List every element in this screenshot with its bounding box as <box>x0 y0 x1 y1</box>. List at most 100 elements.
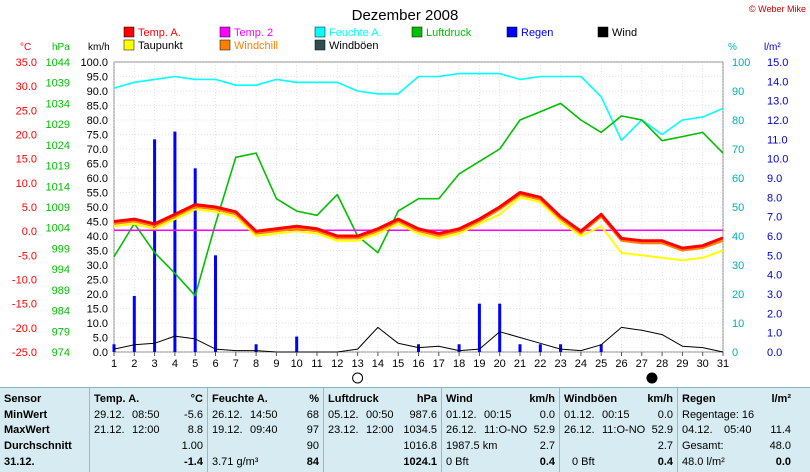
wind-tick-label: 80.0 <box>87 115 108 127</box>
wind-tick-label: 10.0 <box>87 318 108 330</box>
rain-tick-label: 6.0 <box>767 231 782 243</box>
rain-bar <box>173 131 177 352</box>
rain-bar <box>193 168 197 352</box>
hum-max-time: 09:40 <box>250 424 278 436</box>
rain-bar <box>477 303 481 352</box>
rain-tick-label: 14.0 <box>767 76 788 88</box>
rain-tick-label: 9.0 <box>767 173 782 185</box>
rain-tick-label: 11.0 <box>767 134 788 146</box>
humidity-axis-label: % <box>728 42 737 53</box>
pressure-tick-label: 974 <box>52 347 70 359</box>
rain-bar <box>457 344 461 352</box>
temp-tick-label: 35.0 <box>16 57 37 69</box>
x-tick-label: 28 <box>656 358 668 370</box>
x-tick-label: 24 <box>575 358 587 370</box>
row-label-avg: Durchschnitt <box>4 440 72 452</box>
press-min-val: 987.6 <box>409 409 437 421</box>
press-max-date: 23.12. <box>328 424 359 436</box>
row-label-max: MaxWert <box>4 424 50 436</box>
temp-tick-label: -10.0 <box>12 275 37 287</box>
wind-header: Wind <box>446 393 473 405</box>
pressure-axis-label: hPa <box>52 42 70 53</box>
wind-tick-label: 45.0 <box>87 217 108 229</box>
x-tick-label: 14 <box>372 358 384 370</box>
wind-max-time: 11:O-NO <box>484 424 528 436</box>
wind-tick-label: 55.0 <box>87 188 108 200</box>
hum-min-time: 14:50 <box>250 409 278 421</box>
temp-current: -1.4 <box>184 456 203 468</box>
wind-tick-label: 85.0 <box>87 101 108 113</box>
press-header: Luftdruck <box>328 393 379 405</box>
pressure-tick-label: 994 <box>52 264 70 276</box>
humidity-tick-label: 10 <box>732 318 744 330</box>
rain-current-total: 48.0 l/m² <box>682 456 725 468</box>
legend-swatch <box>411 26 423 38</box>
rain-header: Regen <box>682 393 716 405</box>
temp-min-val: -5.6 <box>184 409 203 421</box>
legend-swatch <box>123 39 135 51</box>
legend-swatch <box>314 26 326 38</box>
wind-tick-label: 95.0 <box>87 72 108 84</box>
chart-title: Dezember 2008 <box>352 7 459 24</box>
rain-bar <box>295 336 299 352</box>
wind-tick-label: 75.0 <box>87 130 108 142</box>
humidity-tick-label: 50 <box>732 202 744 214</box>
rain-bar <box>132 295 136 352</box>
x-tick-label: 2 <box>131 358 137 370</box>
press-min-time: 00:50 <box>366 409 394 421</box>
wind-tick-label: 0.0 <box>93 347 108 359</box>
gust-max-time: 11:O-NO <box>602 424 646 436</box>
windchill-line <box>113 193 724 252</box>
rain-bar <box>417 344 420 352</box>
temp-tick-label: 25.0 <box>16 105 37 117</box>
gust-unit: km/h <box>647 393 673 405</box>
wind-tick-label: 35.0 <box>87 246 108 258</box>
x-tick-label: 18 <box>453 358 465 370</box>
legend-label: Luftdruck <box>426 27 472 39</box>
rain-days: Regentage: 16 <box>682 409 755 421</box>
rain-tick-label: 13.0 <box>767 96 788 108</box>
pressure-tick-label: 1004 <box>46 223 70 235</box>
wind-axis-label: km/h <box>88 42 110 53</box>
x-tick-label: 4 <box>172 358 178 370</box>
stats-pressure-col: Luftdruck hPa 05.12. 00:50 987.6 23.12. 12:0… <box>323 388 441 472</box>
rain-bar <box>254 344 258 352</box>
legend: Temp. A. Temp. 2 Feuchte A. Luftdruck Regen W… <box>123 26 637 52</box>
rain-bar <box>112 344 116 352</box>
luftdruck-line <box>113 102 724 297</box>
legend-label: Wind <box>612 27 637 39</box>
temp-avg: 1.00 <box>181 440 203 452</box>
wind-tick-label: 100.0 <box>80 57 108 69</box>
x-tick-label: 5 <box>192 358 198 370</box>
hum-max-val: 97 <box>306 424 319 436</box>
rain-current: 0.0 <box>775 456 791 468</box>
rain-bar <box>518 344 522 352</box>
rain-bar <box>599 344 603 352</box>
x-tick-label: 27 <box>636 358 648 370</box>
wind-min-time: 00:15 <box>484 409 512 421</box>
x-tick-label: 6 <box>212 358 218 370</box>
pressure-tick-label: 989 <box>52 285 70 297</box>
x-tick-label: 11 <box>311 358 322 370</box>
wind-tick-label: 70.0 <box>87 144 108 156</box>
temp-tick-label: -15.0 <box>12 299 37 311</box>
press-max-time: 12:00 <box>366 424 394 436</box>
humidity-tick-label: 0 <box>732 347 738 359</box>
humidity-tick-label: 70 <box>732 144 744 156</box>
pressure-tick-label: 1024 <box>46 140 70 152</box>
x-tick-label: 15 <box>392 358 404 370</box>
rain-tick-label: 2.0 <box>767 308 782 320</box>
temp-tick-label: 30.0 <box>16 81 37 93</box>
x-tick-label: 1 <box>111 358 117 370</box>
humidity-tick-label: 60 <box>732 173 744 185</box>
row-label-min: MinWert <box>4 409 48 421</box>
temp-tick-label: 15.0 <box>16 154 37 166</box>
press-min-date: 05.12. <box>328 409 359 421</box>
gust-avg: 2.7 <box>657 440 673 452</box>
x-tick-label: 30 <box>697 358 709 370</box>
temp-max-time: 12:00 <box>132 424 160 436</box>
row-label-current: 31.12. <box>4 456 35 468</box>
legend-label: Temp. 2 <box>234 27 273 39</box>
rain-bar <box>559 344 563 352</box>
legend-label: Temp. A. <box>138 27 181 39</box>
